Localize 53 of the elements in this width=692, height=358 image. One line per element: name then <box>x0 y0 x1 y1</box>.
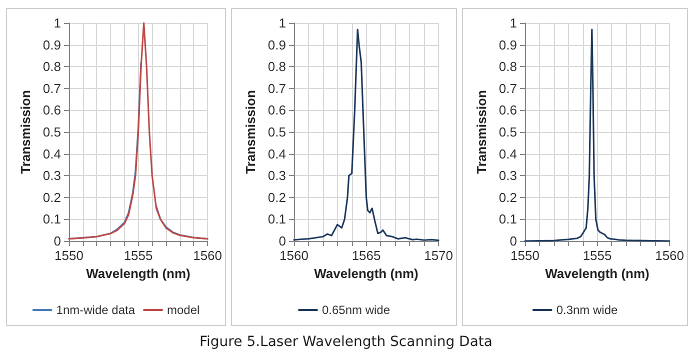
y-tick-label: 0.8 <box>498 59 517 74</box>
y-tick-label: 0.8 <box>42 59 61 74</box>
y-tick-label: 0.1 <box>42 212 61 227</box>
y-tick-label: 0 <box>54 234 61 248</box>
y-tick-label: 0.8 <box>268 59 286 74</box>
y-tick-label: 0.4 <box>42 146 61 162</box>
y-tick-label: 0.4 <box>268 146 286 162</box>
y-tick-label: 0.2 <box>268 190 286 205</box>
y-tick-label: 0.4 <box>498 146 517 162</box>
y-tick-label: 0.1 <box>498 212 517 227</box>
y-tick-label: 0.2 <box>498 190 517 205</box>
y-tick-label: 1 <box>54 16 61 30</box>
x-tick-label: 1560 <box>193 248 222 263</box>
x-axis-title: Wavelength (nm) <box>545 266 650 281</box>
y-tick-label: 0.9 <box>268 37 286 52</box>
y-axis-title: Transmission <box>474 90 490 174</box>
x-axis-title: Wavelength (nm) <box>86 266 190 281</box>
y-tick-label: 0.7 <box>42 80 61 96</box>
x-tick-label: 1570 <box>424 248 453 263</box>
y-tick-label: 1 <box>510 16 517 30</box>
y-tick-label: 0.5 <box>498 124 517 140</box>
y-tick-label: 0.9 <box>42 37 61 52</box>
x-tick-label: 1550 <box>510 248 540 263</box>
y-tick-label: 0.2 <box>42 190 61 205</box>
y-tick-label: 0.9 <box>498 37 517 52</box>
x-axis-title: Wavelength (nm) <box>314 266 418 281</box>
y-tick-label: 0.7 <box>268 80 286 96</box>
caption: Figure 5.Laser Wavelength Scanning Data <box>198 334 494 350</box>
x-tick-label: 1550 <box>54 248 84 263</box>
y-tick-label: 0.6 <box>498 102 517 118</box>
legend-label: model <box>167 303 200 317</box>
y-axis-title: Transmission <box>243 90 258 174</box>
y-tick-label: 0 <box>510 234 517 248</box>
y-tick-label: 0.5 <box>42 124 61 140</box>
x-tick-label: 1555 <box>124 248 153 263</box>
y-tick-label: 0.6 <box>268 102 286 118</box>
y-tick-label: 1 <box>278 16 286 30</box>
legend-label: 1nm-wide data <box>56 303 136 317</box>
y-tick-label: 0.1 <box>268 212 286 227</box>
x-tick-label: 1560 <box>655 248 684 263</box>
x-tick-label: 1555 <box>582 248 612 263</box>
x-tick-label: 1560 <box>280 248 308 263</box>
y-tick-label: 0.3 <box>268 168 286 184</box>
y-tick-label: 0.3 <box>498 168 517 184</box>
y-tick-label: 0.5 <box>268 124 286 140</box>
y-tick-label: 0.7 <box>498 80 517 96</box>
y-tick-label: 0.3 <box>42 168 61 184</box>
y-tick-label: 0 <box>278 234 286 248</box>
legend-label: 0.3nm wide <box>556 303 618 317</box>
y-axis-title: Transmission <box>18 90 34 174</box>
legend-label: 0.65nm wide <box>322 303 390 317</box>
y-tick-label: 0.6 <box>42 102 61 118</box>
x-tick-label: 1565 <box>352 248 381 263</box>
